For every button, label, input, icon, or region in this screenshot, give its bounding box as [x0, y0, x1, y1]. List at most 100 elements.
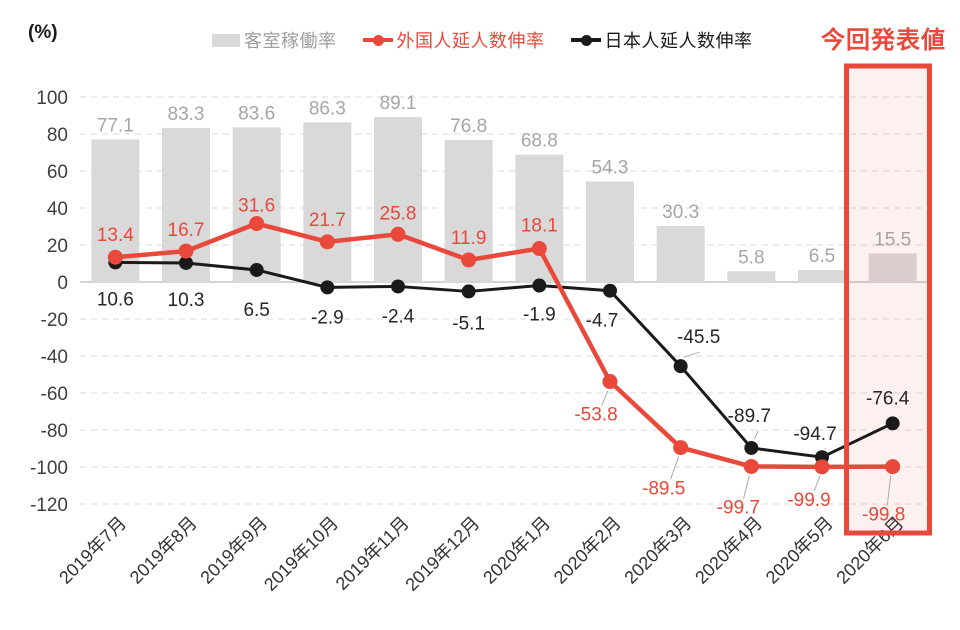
point-value-label: 18.1	[521, 216, 558, 237]
point-value-label: -89.5	[642, 479, 685, 500]
point-value-label: 10.3	[168, 290, 205, 311]
point-value-label: -2.9	[311, 307, 344, 328]
label-leader-line	[824, 447, 827, 450]
line-swatch-dot	[580, 35, 592, 46]
data-point	[885, 459, 901, 475]
bar	[303, 122, 352, 282]
data-point	[320, 280, 335, 295]
y-tick-label: -20	[41, 310, 68, 331]
y-tick-label: 40	[47, 199, 68, 220]
y-tick-label: 100	[36, 88, 68, 109]
bar-value-label: 54.3	[592, 158, 629, 179]
data-point	[179, 255, 193, 270]
x-tick-label: 2020年2月	[550, 513, 625, 588]
data-point	[673, 359, 688, 374]
point-value-label: -99.8	[862, 505, 905, 526]
data-point	[249, 216, 265, 232]
data-point	[461, 252, 477, 268]
y-tick-label: -120	[30, 495, 68, 516]
label-leader-line	[753, 430, 759, 440]
point-value-label: -1.9	[523, 305, 556, 326]
data-point	[743, 458, 759, 474]
point-value-label: 10.6	[97, 289, 134, 310]
bar	[515, 154, 564, 282]
legend-item-japanese: 日本人延人数伸率	[570, 27, 753, 53]
x-tick-label: 2020年3月	[620, 513, 695, 588]
y-tick-label: -40	[41, 347, 68, 368]
point-value-label: 11.9	[451, 228, 487, 249]
bar	[798, 269, 846, 282]
point-value-label: -94.7	[793, 424, 836, 445]
point-value-label: 13.4	[97, 225, 134, 246]
bar-value-label: 76.8	[450, 116, 487, 137]
data-point	[319, 234, 335, 250]
label-leader-line	[743, 475, 750, 499]
data-point	[603, 283, 617, 298]
chart-legend: 客室稼働率 外国人延人数伸率 日本人延人数伸率	[212, 27, 753, 53]
y-tick-label: -80	[41, 421, 68, 442]
point-value-label: -5.1	[452, 313, 485, 334]
y-tick-label: 80	[47, 125, 68, 146]
y-tick-label: -100	[30, 458, 68, 479]
line-marker-swatch-icon	[362, 33, 393, 47]
highlight-box-fill	[846, 66, 930, 533]
bar	[374, 117, 422, 282]
point-value-label: -53.8	[574, 405, 617, 426]
y-tick-label: 60	[47, 162, 68, 183]
bar-value-label: 5.8	[738, 247, 764, 268]
x-tick-label: 2019年10月	[260, 513, 342, 595]
highlight-annotation: 今回発表値	[821, 27, 946, 54]
data-point	[814, 459, 830, 475]
label-leader-line	[886, 475, 892, 506]
highlight-box-border	[844, 63, 932, 536]
point-value-label: 31.6	[238, 196, 275, 217]
label-leader-line	[683, 351, 700, 358]
line-swatch-dot	[372, 35, 384, 46]
bar-value-label: 6.5	[809, 246, 835, 267]
data-point	[885, 416, 900, 431]
point-value-label: -45.5	[677, 327, 720, 348]
point-value-label: 21.7	[309, 210, 346, 231]
data-point	[107, 249, 123, 265]
bar-value-label: 30.3	[662, 202, 699, 223]
x-tick-label: 2019年11月	[332, 513, 413, 594]
legend-label-japanese: 日本人延人数伸率	[604, 31, 753, 51]
data-point	[390, 226, 406, 242]
foreign-growth-line	[113, 221, 895, 470]
japanese-growth-line	[113, 260, 895, 459]
data-point	[531, 241, 547, 257]
point-value-label: 25.8	[380, 203, 417, 224]
point-value-label: -76.4	[866, 388, 910, 409]
data-point	[602, 374, 618, 390]
x-tick-label: 2019年8月	[126, 513, 201, 588]
y-tick-label: 20	[47, 236, 68, 257]
bar-value-label: 86.3	[309, 98, 346, 119]
x-tick-label: 2020年5月	[762, 513, 837, 588]
data-point	[744, 440, 759, 455]
y-tick-label: -60	[41, 384, 68, 405]
x-tick-label: 2020年4月	[691, 513, 766, 588]
data-point	[391, 279, 405, 294]
y-tick-label: 0	[57, 273, 68, 294]
bar-swatch-icon	[212, 33, 240, 47]
bar	[868, 253, 917, 282]
data-point	[249, 262, 264, 277]
bar-value-label: 15.5	[874, 229, 911, 250]
x-tick-label: 2020年1月	[479, 513, 554, 588]
bar-value-label: 68.8	[521, 131, 558, 152]
point-value-label: -4.7	[586, 311, 619, 332]
bar-value-label: 89.1	[380, 93, 417, 114]
x-tick-label: 2019年7月	[55, 513, 130, 588]
bar	[656, 225, 705, 282]
x-tick-label: 2019年9月	[196, 513, 271, 588]
legend-item-foreign: 外国人延人数伸率	[362, 27, 545, 53]
bar-value-label: 77.1	[97, 115, 134, 136]
legend-item-occupancy: 客室稼働率	[212, 27, 337, 53]
bar-value-label: 83.6	[238, 103, 275, 124]
line-marker-swatch-icon	[570, 33, 601, 47]
point-value-label: -99.9	[787, 490, 830, 511]
bar	[586, 181, 634, 282]
point-value-label: -2.4	[382, 306, 415, 327]
